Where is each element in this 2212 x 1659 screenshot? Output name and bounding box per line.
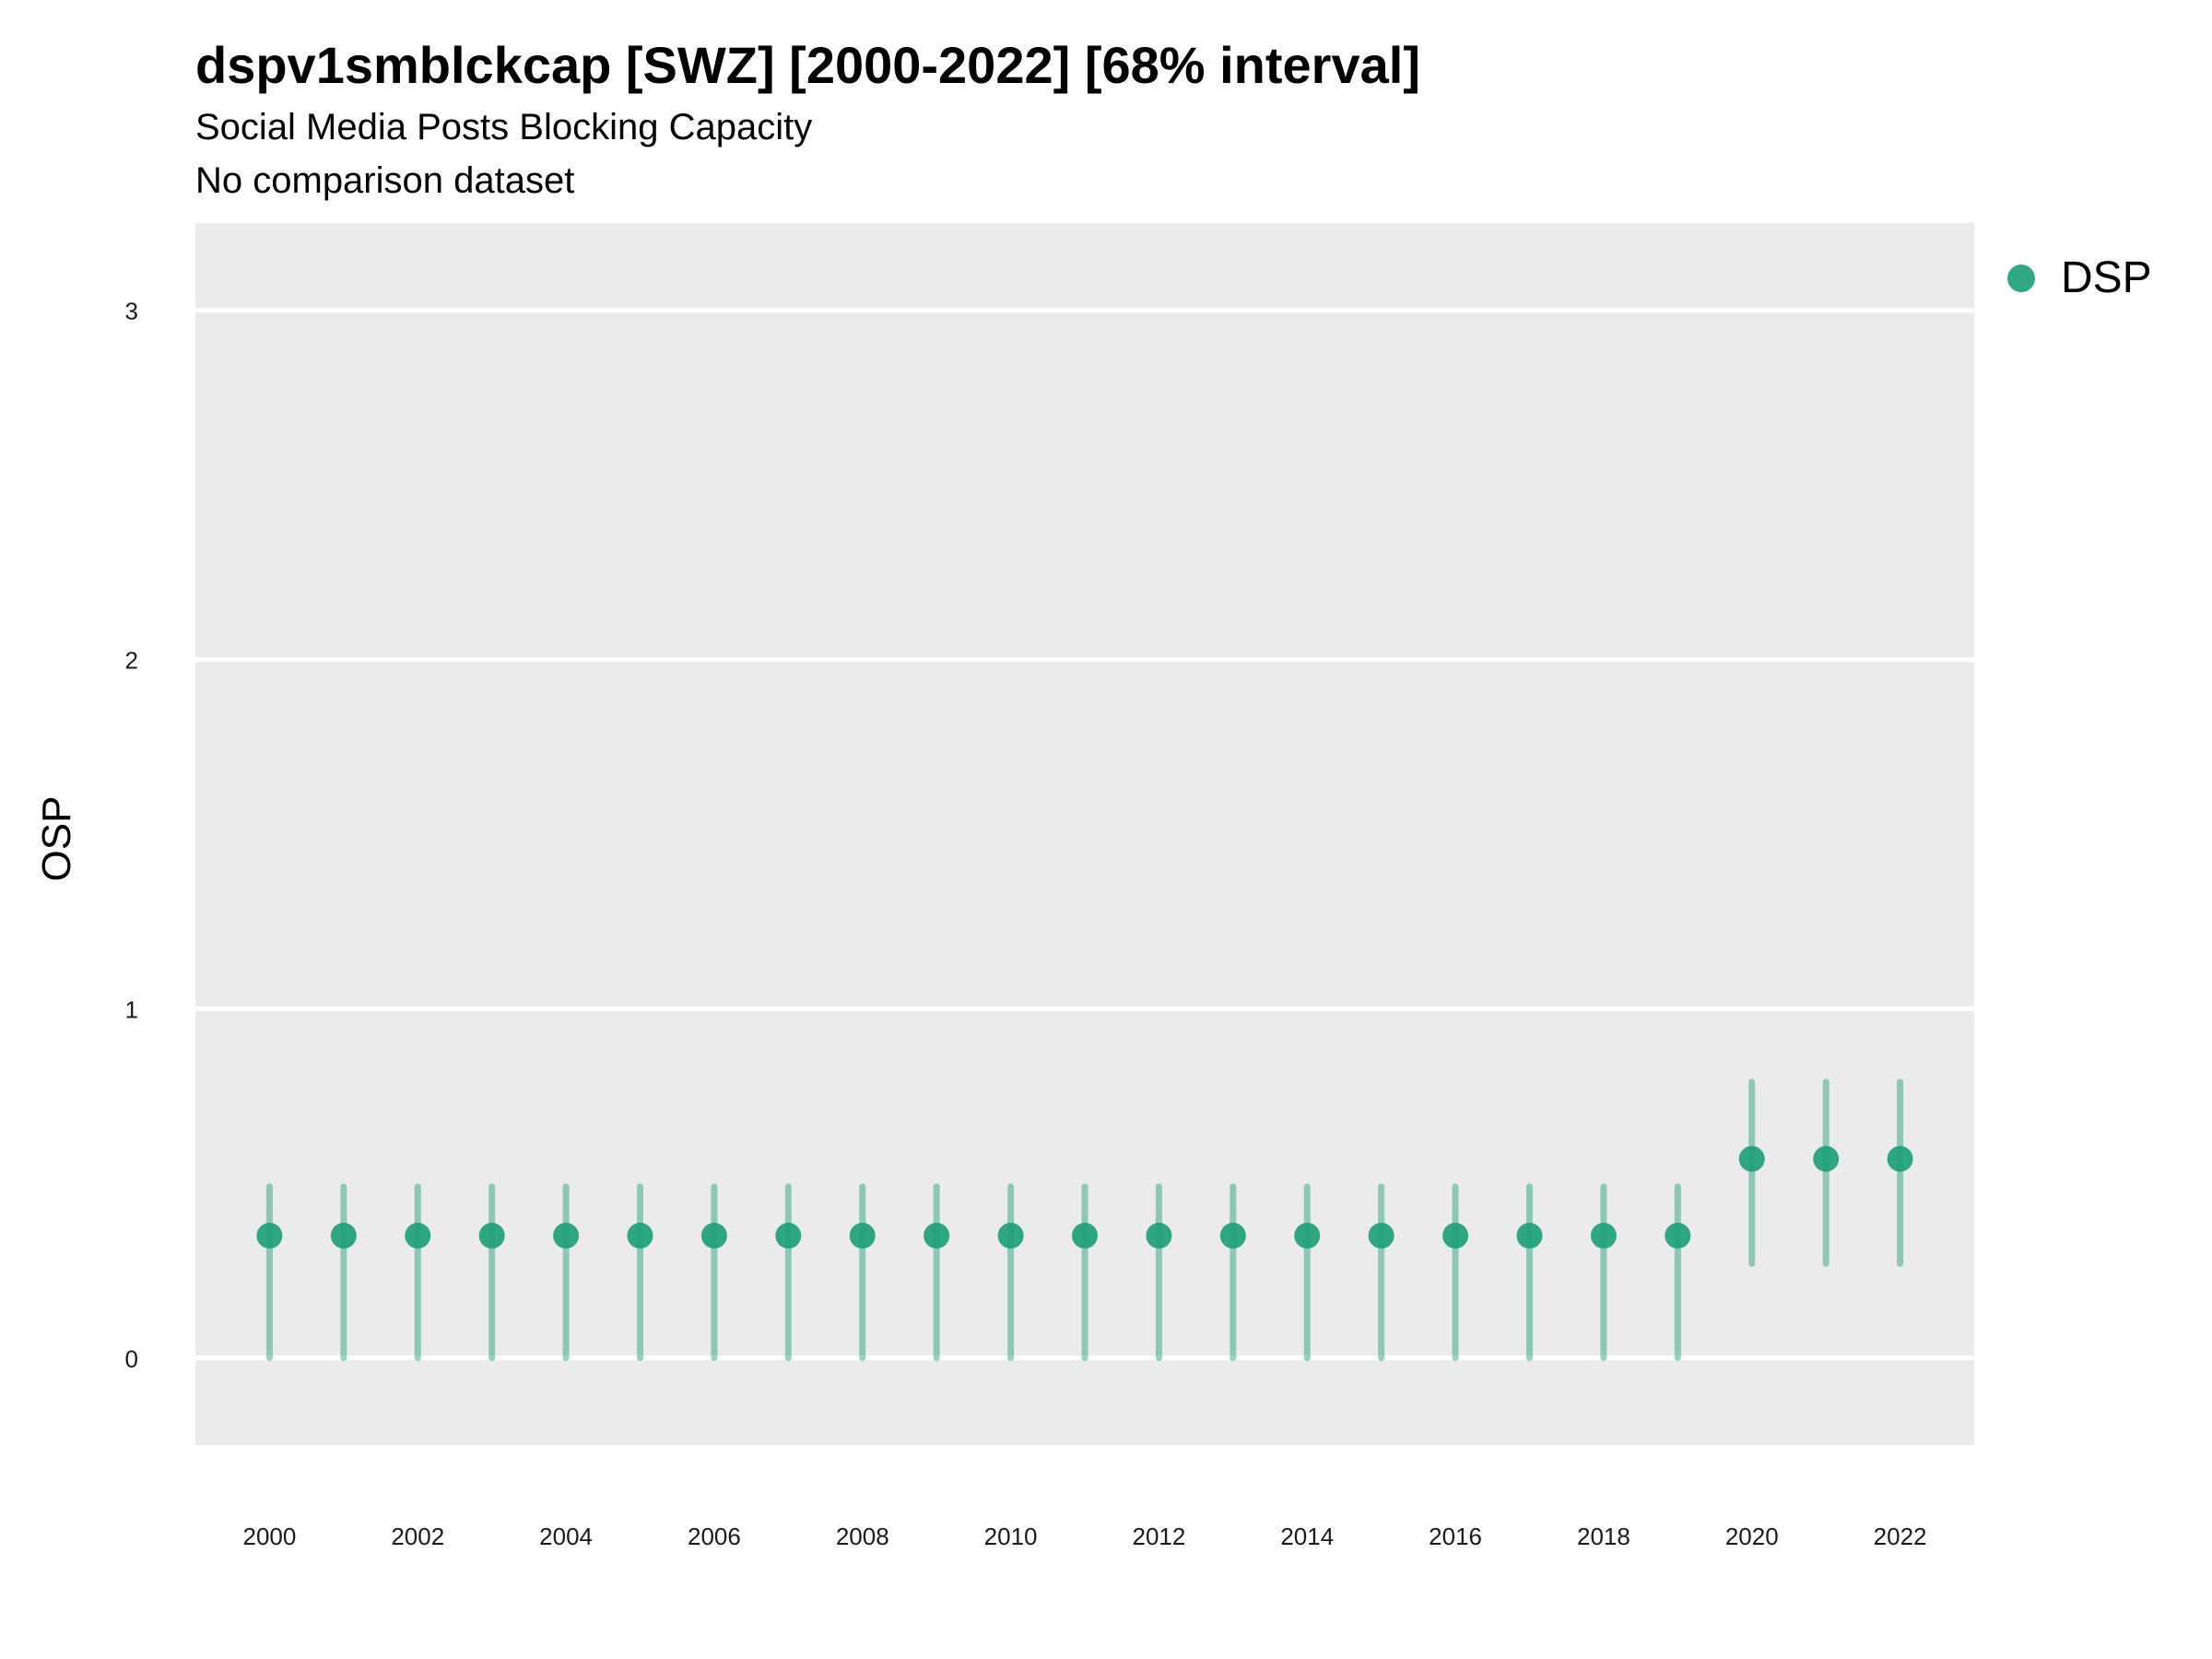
chart-caption: No comparison dataset [195,160,575,201]
x-tick-labels: 2000 2002 2004 2006 2008 2010 2012 2014 2016 2018… [242,1523,1926,1550]
chart-subtitle: Social Media Posts Blocking Capacity [195,107,813,147]
y-tick-label: 1 [125,995,138,1023]
y-tick-label: 0 [125,1345,138,1372]
x-tick-label: 2016 [1429,1523,1482,1550]
x-tick-label: 2014 [1280,1523,1334,1550]
x-tick-label: 2010 [984,1523,1038,1550]
data-point [330,1222,357,1249]
legend: DSP [2007,253,2152,303]
legend-label-dsp: DSP [2061,253,2152,302]
data-point [775,1222,802,1249]
data-point [1516,1222,1543,1249]
data-point [1146,1222,1172,1249]
data-point [700,1222,727,1249]
x-tick-label: 2002 [391,1523,444,1550]
data-point [997,1222,1024,1249]
interval-bars [265,1078,1904,1361]
data-points [256,1146,1913,1249]
data-point [1813,1146,1840,1172]
data-point [1442,1222,1469,1249]
data-point [256,1222,283,1249]
x-tick-label: 2004 [539,1523,593,1550]
grid-lines [195,308,1974,1360]
data-point [478,1222,505,1249]
data-point [1294,1222,1321,1249]
x-tick-label: 2022 [1874,1523,1927,1550]
y-tick-label: 3 [125,298,138,325]
y-tick-labels: 0 1 2 3 [125,298,138,1373]
data-point [1072,1222,1098,1249]
x-tick-label: 2006 [688,1523,741,1550]
data-point [924,1222,950,1249]
data-point [849,1222,876,1249]
data-point [553,1222,580,1249]
x-tick-label: 2012 [1132,1523,1185,1550]
chart-title: dspv1smblckcap [SWZ] [2000-2022] [68% in… [195,36,1420,94]
data-point [627,1222,653,1249]
y-tick-label: 2 [125,647,138,675]
x-tick-label: 2008 [836,1523,889,1550]
data-point [1665,1222,1691,1249]
x-tick-label: 2018 [1577,1523,1630,1550]
x-tick-label: 2020 [1725,1523,1779,1550]
data-point [1219,1222,1246,1249]
data-point [1887,1146,1913,1172]
data-point [1590,1222,1617,1249]
x-tick-label: 2000 [242,1523,296,1550]
data-point [1738,1146,1765,1172]
data-point [405,1222,431,1249]
legend-key-dsp [2007,264,2035,292]
data-point [1368,1222,1394,1249]
